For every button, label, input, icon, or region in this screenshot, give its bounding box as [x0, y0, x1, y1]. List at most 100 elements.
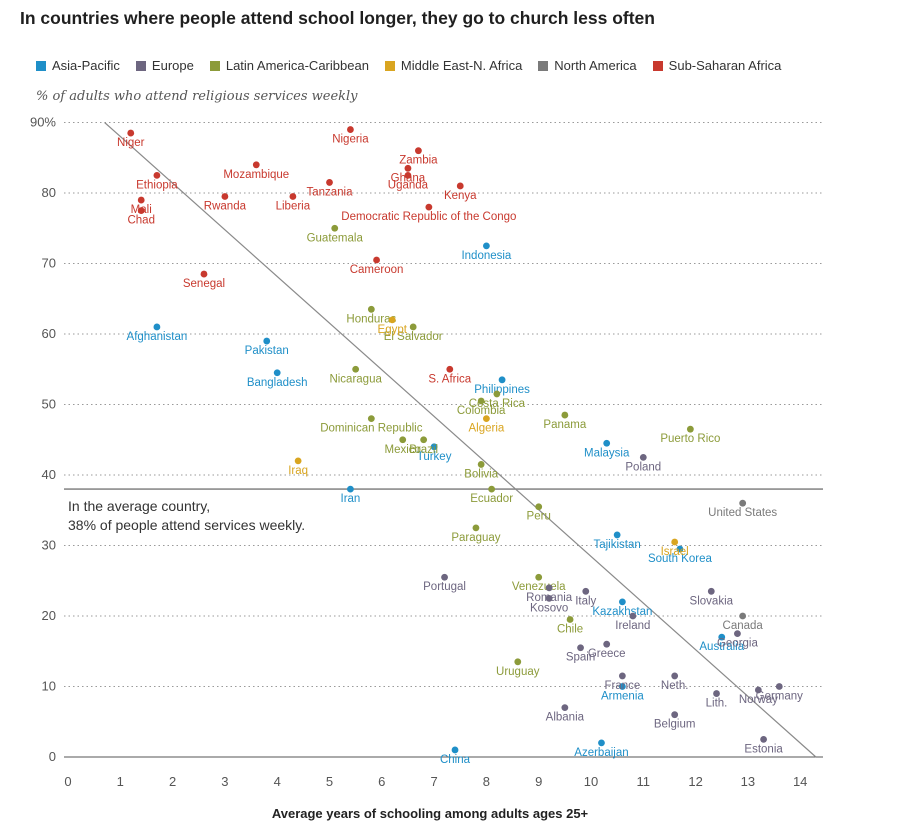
legend-item-middle-east: Middle East-N. Africa [384, 58, 523, 73]
point-lith [713, 690, 720, 697]
label-zambia: Zambia [399, 155, 438, 167]
point-uganda [404, 171, 412, 179]
legend-swatch [652, 60, 663, 71]
label-georgia: Georgia [717, 638, 759, 650]
y-tick-label: 90% [30, 115, 56, 130]
y-tick-label: 30 [42, 538, 56, 553]
label-neth: Neth. [661, 680, 689, 692]
label-costa-rica: Costa Rica [469, 398, 526, 410]
point-paraguay [472, 524, 480, 532]
point-egypt [388, 316, 396, 324]
label-cameroon: Cameroon [350, 264, 404, 276]
label-kenya: Kenya [444, 190, 477, 202]
trend-line [104, 122, 817, 758]
label-paraguay: Paraguay [451, 532, 500, 544]
point-niger [127, 129, 135, 137]
label-kazakhstan: Kazakhstan [592, 606, 652, 618]
label-slovakia: Slovakia [690, 595, 734, 607]
x-tick-label: 9 [535, 774, 542, 789]
x-tick-label: 7 [430, 774, 437, 789]
legend-item-north-america: North America [538, 58, 637, 73]
label-malaysia: Malaysia [584, 447, 630, 459]
point-dominican-republic [367, 415, 375, 422]
label-turkey: Turkey [417, 451, 452, 463]
label-ireland: Ireland [615, 620, 650, 632]
label-estonia: Estonia [744, 743, 783, 755]
label-panama: Panama [543, 419, 586, 431]
y-tick-label: 80 [42, 185, 56, 200]
x-tick-label: 6 [378, 774, 385, 789]
point-italy [582, 587, 590, 595]
label-south-korea: South Korea [648, 553, 713, 565]
y-tick-label: 20 [42, 608, 56, 623]
label-colombia: Colombia [457, 405, 506, 417]
y-axis-title: % of adults who attend religious service… [36, 89, 358, 104]
point-ireland [629, 612, 637, 620]
label-senegal: Senegal [183, 278, 225, 290]
point-portugal [441, 573, 448, 581]
x-tick-label: 0 [64, 774, 71, 789]
x-tick-label: 10 [584, 774, 598, 789]
label-nicaragua: Nicaragua [329, 373, 382, 385]
legend-item-europe: Europe [135, 58, 194, 73]
label-ethiopia: Ethiopia [136, 179, 178, 191]
label-niger: Niger [117, 137, 145, 149]
point-guatemala [331, 224, 339, 232]
point-ghana [404, 164, 412, 172]
label-australia: Australia [699, 641, 744, 653]
label-lith: Lith. [706, 698, 728, 710]
point-pakistan [263, 337, 271, 345]
label-uruguay: Uruguay [496, 666, 540, 678]
point-france [618, 672, 626, 680]
point-algeria [483, 415, 490, 422]
label-chile: Chile [557, 624, 583, 636]
point-slovakia [707, 587, 715, 595]
point-ecuador [488, 485, 496, 493]
point-kazakhstan [618, 598, 626, 606]
x-tick-label: 11 [637, 774, 651, 789]
label-nigeria: Nigeria [332, 134, 369, 146]
point-chad [137, 207, 145, 215]
legend-label: Europe [151, 58, 194, 73]
legend-item-asia-pacific: Asia-Pacific [36, 58, 120, 73]
point-brazil [420, 436, 428, 444]
x-tick-label: 2 [169, 774, 176, 789]
label-algeria: Algeria [468, 423, 504, 435]
point-estonia [760, 735, 767, 743]
point-canada [739, 612, 747, 620]
label-belgium: Belgium [654, 719, 696, 731]
label-poland: Poland [625, 461, 661, 473]
label-afghanistan: Afghanistan [127, 331, 188, 343]
label-tanzania: Tanzania [306, 186, 353, 198]
label-greece: Greece [588, 648, 626, 660]
point-poland [639, 453, 647, 461]
x-tick-label: 1 [117, 774, 124, 789]
legend-label: Middle East-N. Africa [400, 58, 523, 73]
y-tick-label: 50 [42, 397, 56, 412]
point-neth [671, 672, 679, 680]
label-iraq: Iraq [288, 465, 308, 477]
point-zambia [415, 147, 422, 155]
label-canada: Canada [723, 620, 764, 632]
label-dominican-republic: Dominican Republic [320, 423, 423, 435]
point-greece [603, 640, 611, 648]
point-iran [347, 485, 354, 493]
point-indonesia [483, 242, 490, 250]
point-cameroon [373, 256, 380, 264]
label-kosovo: Kosovo [530, 602, 568, 614]
point-costa-rica [493, 390, 501, 398]
point-malaysia [603, 439, 611, 447]
label-philippines: Philippines [474, 384, 530, 396]
point-s-africa [446, 365, 454, 373]
point-norway [754, 686, 762, 694]
label-guatemala: Guatemala [307, 232, 364, 244]
label-liberia: Liberia [276, 201, 311, 213]
point-panama [561, 411, 569, 419]
point-uruguay [514, 658, 522, 666]
label-germany: Germany [756, 691, 804, 703]
label-france: France [604, 680, 640, 692]
point-albania [561, 704, 569, 712]
point-south-korea [676, 545, 684, 553]
label-bolivia: Bolivia [464, 468, 498, 480]
